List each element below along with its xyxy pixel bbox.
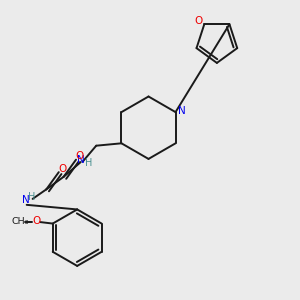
Text: H: H	[85, 158, 92, 168]
Text: O: O	[32, 217, 40, 226]
Text: H: H	[28, 191, 35, 202]
Text: CH₃: CH₃	[11, 217, 29, 226]
Text: O: O	[58, 164, 67, 174]
Text: N: N	[22, 195, 30, 206]
Text: O: O	[195, 16, 203, 26]
Text: N: N	[77, 155, 85, 165]
Text: O: O	[76, 151, 84, 161]
Text: N: N	[178, 106, 186, 116]
